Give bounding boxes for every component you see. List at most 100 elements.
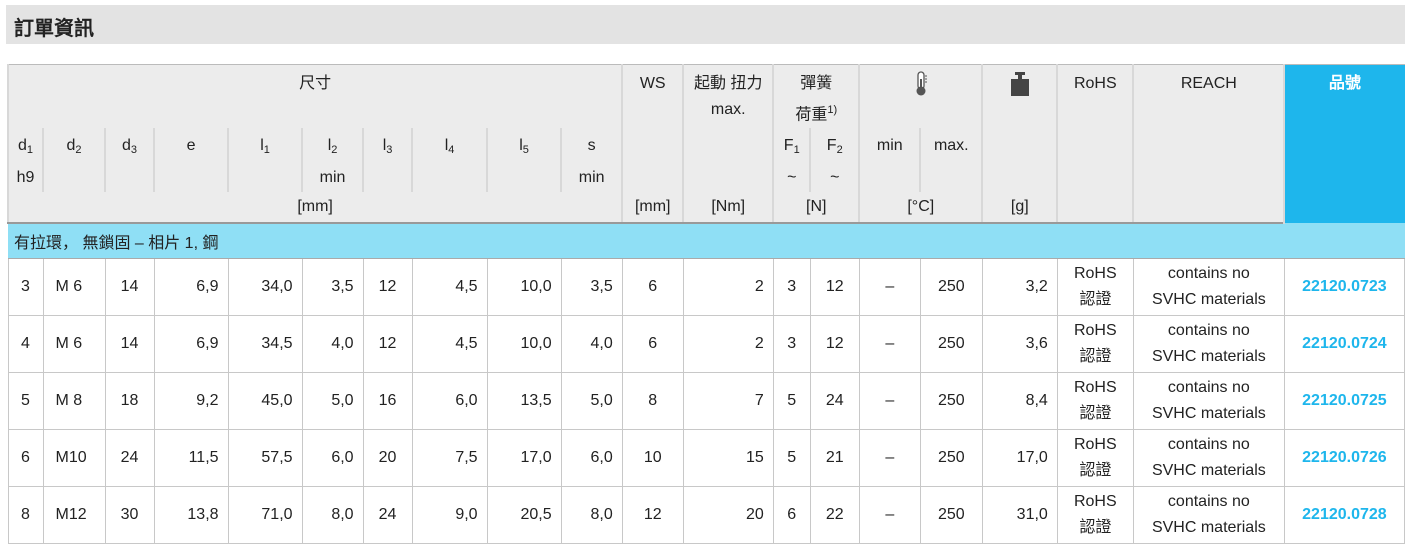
cell-f1: 6 — [772, 486, 811, 544]
temp-min-header: min — [858, 128, 921, 193]
cell-f2: 12 — [809, 258, 860, 317]
cell-d2: M12 — [42, 486, 106, 544]
ws-header: WS — [621, 64, 684, 193]
f2-header: F2 ~ — [809, 128, 860, 193]
dim-col-header: l2 min — [301, 128, 364, 193]
cell-s: 3,5 — [560, 258, 623, 317]
section-title-bar: 訂單資訊 — [6, 5, 1405, 44]
cell-d2: M10 — [42, 429, 106, 488]
cell-d1: 6 — [7, 429, 44, 488]
spring-header: 彈簧 荷重1) — [772, 64, 860, 129]
part-number-link[interactable]: 22120.0728 — [1283, 486, 1406, 544]
dim-col-header: l3 — [362, 128, 413, 193]
cell-w: 31,0 — [981, 486, 1058, 544]
cell-s: 8,0 — [560, 486, 623, 544]
cell-d3: 30 — [104, 486, 155, 544]
cell-l2: 5,0 — [301, 372, 364, 431]
cell-s: 6,0 — [560, 429, 623, 488]
cell-reach: contains no SVHC materials — [1132, 486, 1285, 544]
torque-header: 起動 扭力 max. — [682, 64, 774, 193]
part-number-link[interactable]: 22120.0723 — [1283, 258, 1406, 317]
cell-l1: 57,5 — [227, 429, 303, 488]
cell-e: 6,9 — [153, 258, 229, 317]
cell-l5: 10,0 — [486, 258, 562, 317]
cell-torque: 20 — [682, 486, 774, 544]
cell-l4: 4,5 — [411, 258, 488, 317]
spring-unit: [N] — [772, 192, 860, 225]
cell-l3: 20 — [362, 429, 413, 488]
cell-f1: 3 — [772, 315, 811, 374]
cell-torque: 15 — [682, 429, 774, 488]
cell-l2: 8,0 — [301, 486, 364, 544]
cell-reach: contains no SVHC materials — [1132, 258, 1285, 317]
cell-l5: 17,0 — [486, 429, 562, 488]
cell-l1: 71,0 — [227, 486, 303, 544]
dim-unit: [mm] — [6, 192, 623, 225]
cell-f1: 5 — [772, 372, 811, 431]
reach-header: REACH — [1132, 64, 1285, 193]
cell-w: 3,6 — [981, 315, 1058, 374]
cell-l4: 7,5 — [411, 429, 488, 488]
cell-l4: 9,0 — [411, 486, 488, 544]
cell-tmax: 250 — [919, 486, 983, 544]
cell-f1: 3 — [772, 258, 811, 317]
ws-unit: [mm] — [621, 192, 684, 225]
order-table: 尺寸 WS 起動 扭力 max. 彈簧 荷重1) RoHS REACH 品號 d1 h… — [6, 64, 1406, 544]
cell-tmin: – — [858, 486, 921, 544]
cell-f2: 22 — [809, 486, 860, 544]
cell-l5: 10,0 — [486, 315, 562, 374]
cell-rohs: RoHS 認證 — [1056, 315, 1134, 374]
group-row: 有拉環， 無鎖固 – 相片 1, 鋼 — [8, 223, 1405, 260]
cell-d3: 14 — [104, 315, 155, 374]
part-number-link[interactable]: 22120.0726 — [1283, 429, 1406, 488]
cell-tmax: 250 — [919, 258, 983, 317]
weight-unit: [g] — [981, 192, 1058, 225]
cell-l1: 45,0 — [227, 372, 303, 431]
cell-l3: 12 — [362, 315, 413, 374]
cell-tmax: 250 — [919, 315, 983, 374]
cell-ws: 6 — [621, 258, 684, 317]
dimensions-header: 尺寸 — [6, 64, 623, 129]
cell-reach: contains no SVHC materials — [1132, 429, 1285, 488]
cell-tmax: 250 — [919, 372, 983, 431]
cell-reach: contains no SVHC materials — [1132, 372, 1285, 431]
temp-max-header: max. — [919, 128, 983, 193]
cell-f2: 21 — [809, 429, 860, 488]
f1-header: F1 ~ — [772, 128, 811, 193]
cell-d2: M 6 — [42, 315, 106, 374]
cell-reach: contains no SVHC materials — [1132, 315, 1285, 374]
part-number-header: 品號 — [1283, 64, 1405, 224]
cell-rohs: RoHS 認證 — [1056, 486, 1134, 544]
cell-l2: 6,0 — [301, 429, 364, 488]
cell-d1: 5 — [7, 372, 44, 431]
cell-l4: 6,0 — [411, 372, 488, 431]
cell-ws: 12 — [621, 486, 684, 544]
cell-tmin: – — [858, 429, 921, 488]
cell-d1: 3 — [7, 258, 44, 317]
cell-e: 13,8 — [153, 486, 229, 544]
cell-w: 8,4 — [981, 372, 1058, 431]
cell-d2: M 8 — [42, 372, 106, 431]
weight-header — [981, 64, 1058, 193]
cell-d2: M 6 — [42, 258, 106, 317]
cell-s: 5,0 — [560, 372, 623, 431]
cell-f2: 12 — [809, 315, 860, 374]
dim-col-header: s min — [560, 128, 623, 193]
part-number-link[interactable]: 22120.0724 — [1283, 315, 1406, 374]
cell-l3: 12 — [362, 258, 413, 317]
dim-col-header: d1 h9 — [7, 128, 43, 193]
rohs-header: RoHS — [1056, 64, 1134, 193]
dim-col-header: d3 — [104, 128, 155, 193]
cell-w: 17,0 — [981, 429, 1058, 488]
dim-col-header: l5 — [486, 128, 562, 193]
cell-ws: 6 — [621, 315, 684, 374]
cell-torque: 2 — [682, 315, 774, 374]
part-number-link[interactable]: 22120.0725 — [1283, 372, 1406, 431]
cell-e: 11,5 — [153, 429, 229, 488]
cell-l1: 34,5 — [227, 315, 303, 374]
cell-tmax: 250 — [919, 429, 983, 488]
temp-unit: [°C] — [858, 192, 983, 225]
cell-d3: 14 — [104, 258, 155, 317]
cell-l5: 20,5 — [486, 486, 562, 544]
